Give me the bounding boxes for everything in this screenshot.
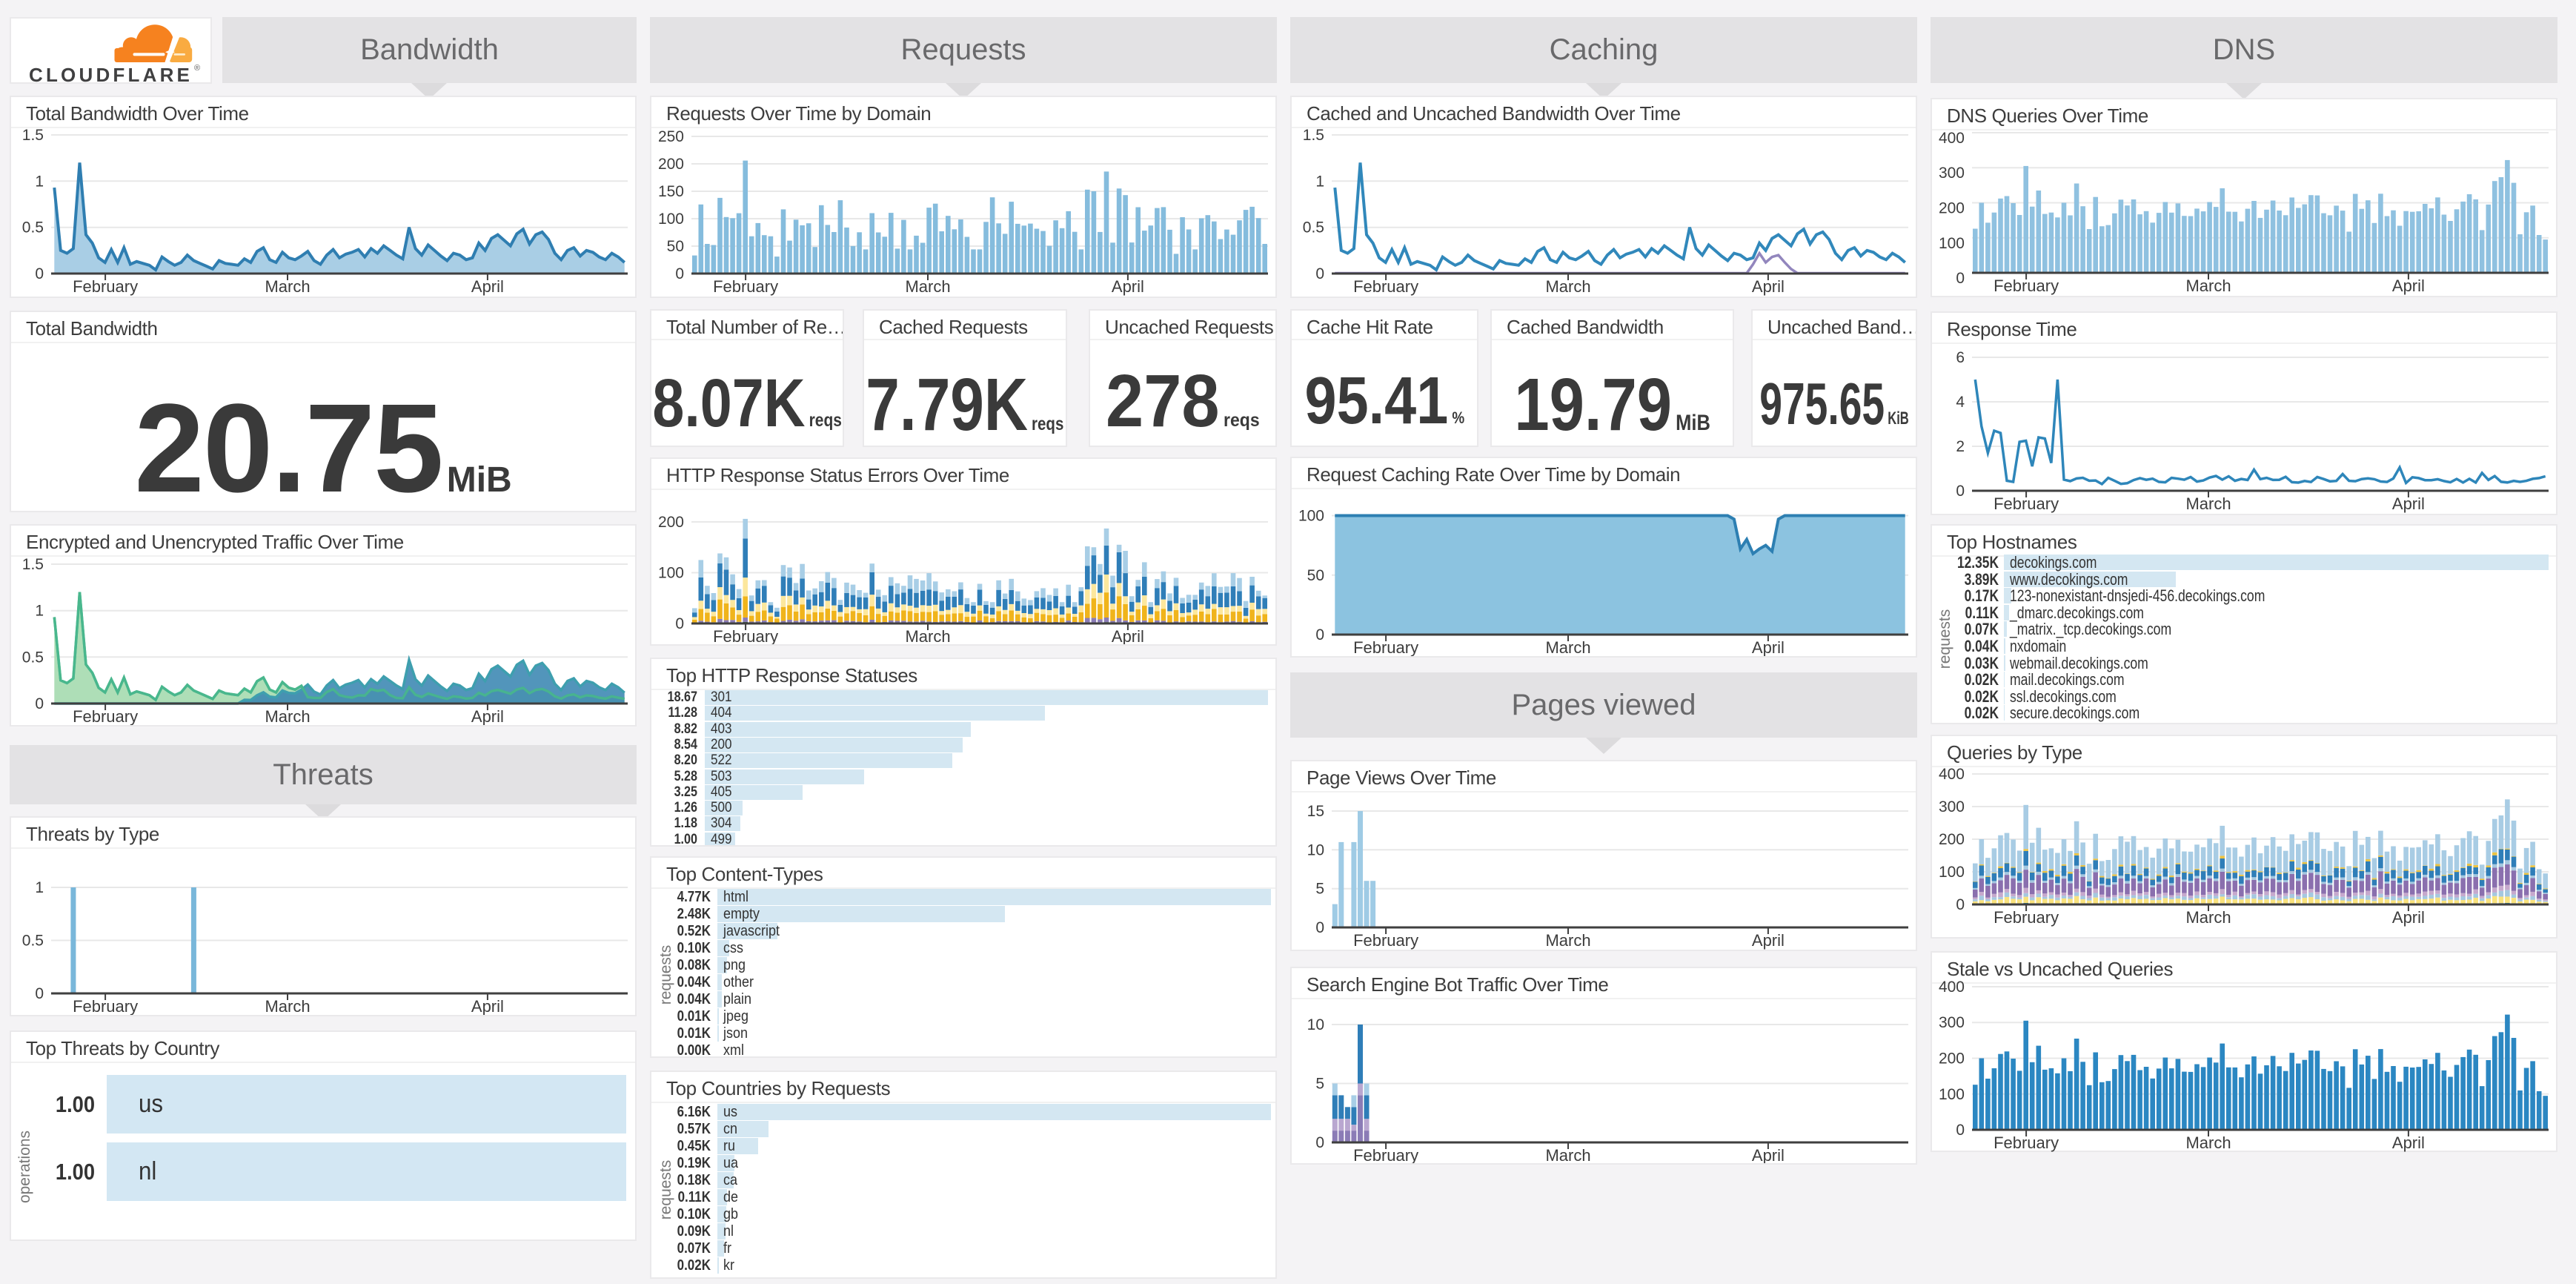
svg-text:200: 200: [658, 156, 684, 173]
svg-text:200: 200: [658, 514, 684, 531]
svg-text:March: March: [1545, 277, 1590, 296]
svg-text:5: 5: [1315, 1076, 1324, 1093]
svg-text:March: March: [905, 277, 950, 296]
svg-text:CLOUDFLARE: CLOUDFLARE: [29, 64, 193, 86]
svg-text:10: 10: [1307, 1016, 1324, 1033]
svg-text:0: 0: [1956, 270, 1965, 287]
svg-text:February: February: [1994, 908, 2059, 927]
svg-text:100: 100: [658, 211, 684, 228]
svg-text:March: March: [1545, 1146, 1590, 1163]
svg-text:April: April: [2392, 494, 2425, 513]
svg-text:0: 0: [1315, 1134, 1324, 1151]
svg-text:6: 6: [1956, 349, 1965, 366]
svg-text:5: 5: [1315, 881, 1324, 898]
svg-text:0: 0: [1315, 626, 1324, 643]
svg-text:March: March: [1545, 638, 1590, 656]
svg-text:April: April: [1752, 638, 1785, 656]
svg-text:February: February: [1353, 931, 1418, 950]
svg-text:March: March: [2185, 1134, 2231, 1152]
svg-text:March: March: [1545, 931, 1590, 950]
svg-text:March: March: [2185, 277, 2231, 295]
svg-text:April: April: [1752, 1146, 1785, 1163]
svg-text:1: 1: [35, 173, 44, 190]
svg-text:February: February: [1994, 277, 2059, 295]
svg-text:0: 0: [1956, 896, 1965, 913]
svg-text:50: 50: [667, 238, 684, 255]
svg-text:0: 0: [675, 265, 684, 282]
svg-text:February: February: [73, 277, 138, 296]
svg-text:200: 200: [1939, 200, 1965, 217]
svg-text:February: February: [1994, 494, 2059, 513]
svg-text:February: February: [73, 707, 138, 725]
svg-text:0: 0: [1956, 1122, 1965, 1139]
svg-text:400: 400: [1939, 767, 1965, 783]
svg-text:250: 250: [658, 128, 684, 145]
svg-text:1.5: 1.5: [22, 128, 44, 144]
svg-text:February: February: [73, 997, 138, 1015]
svg-text:10: 10: [1307, 841, 1324, 858]
svg-text:March: March: [2185, 908, 2231, 927]
svg-text:February: February: [1353, 638, 1418, 656]
svg-text:1: 1: [35, 603, 44, 620]
svg-text:0: 0: [35, 985, 44, 1002]
svg-text:200: 200: [1939, 831, 1965, 848]
svg-text:0.5: 0.5: [22, 649, 44, 666]
svg-text:200: 200: [1939, 1050, 1965, 1068]
svg-text:February: February: [1994, 1134, 2059, 1152]
svg-text:0: 0: [1315, 265, 1324, 282]
svg-text:February: February: [713, 277, 778, 296]
svg-text:April: April: [1752, 931, 1785, 950]
svg-text:100: 100: [1298, 508, 1324, 525]
svg-text:February: February: [1353, 1146, 1418, 1163]
svg-text:April: April: [2392, 1134, 2425, 1152]
svg-text:February: February: [1353, 277, 1418, 296]
svg-text:0: 0: [35, 695, 44, 712]
svg-text:300: 300: [1939, 1014, 1965, 1031]
svg-text:4: 4: [1956, 394, 1965, 411]
svg-text:0: 0: [675, 615, 684, 632]
svg-text:March: March: [265, 277, 310, 296]
svg-text:March: March: [2185, 494, 2231, 513]
svg-text:300: 300: [1939, 165, 1965, 182]
svg-text:300: 300: [1939, 798, 1965, 815]
svg-text:100: 100: [1939, 235, 1965, 252]
svg-text:100: 100: [1939, 1086, 1965, 1103]
svg-text:50: 50: [1307, 567, 1324, 584]
svg-text:400: 400: [1939, 130, 1965, 147]
svg-text:®: ®: [194, 64, 200, 73]
svg-text:0.5: 0.5: [22, 933, 44, 950]
svg-text:April: April: [1752, 277, 1785, 296]
svg-text:15: 15: [1307, 803, 1324, 820]
svg-text:0: 0: [1956, 483, 1965, 500]
svg-text:1: 1: [1315, 173, 1324, 190]
svg-text:0.5: 0.5: [1303, 219, 1324, 236]
svg-text:150: 150: [658, 183, 684, 200]
svg-text:1.5: 1.5: [22, 557, 44, 573]
svg-text:February: February: [713, 627, 778, 644]
svg-text:April: April: [471, 707, 504, 725]
svg-text:0.5: 0.5: [22, 219, 44, 236]
svg-text:1.5: 1.5: [1303, 128, 1324, 144]
svg-text:100: 100: [658, 565, 684, 582]
svg-text:400: 400: [1939, 979, 1965, 996]
svg-text:0: 0: [35, 265, 44, 282]
svg-text:March: March: [265, 707, 310, 725]
svg-text:April: April: [2392, 277, 2425, 295]
svg-text:100: 100: [1939, 864, 1965, 881]
svg-text:0: 0: [1315, 919, 1324, 936]
svg-text:April: April: [2392, 908, 2425, 927]
svg-text:March: March: [265, 997, 310, 1015]
svg-text:1: 1: [35, 879, 44, 896]
svg-text:2: 2: [1956, 438, 1965, 455]
svg-text:March: March: [905, 627, 950, 644]
svg-text:April: April: [471, 277, 504, 296]
svg-text:April: April: [471, 997, 504, 1015]
svg-text:April: April: [1112, 277, 1144, 296]
svg-text:April: April: [1112, 627, 1144, 644]
